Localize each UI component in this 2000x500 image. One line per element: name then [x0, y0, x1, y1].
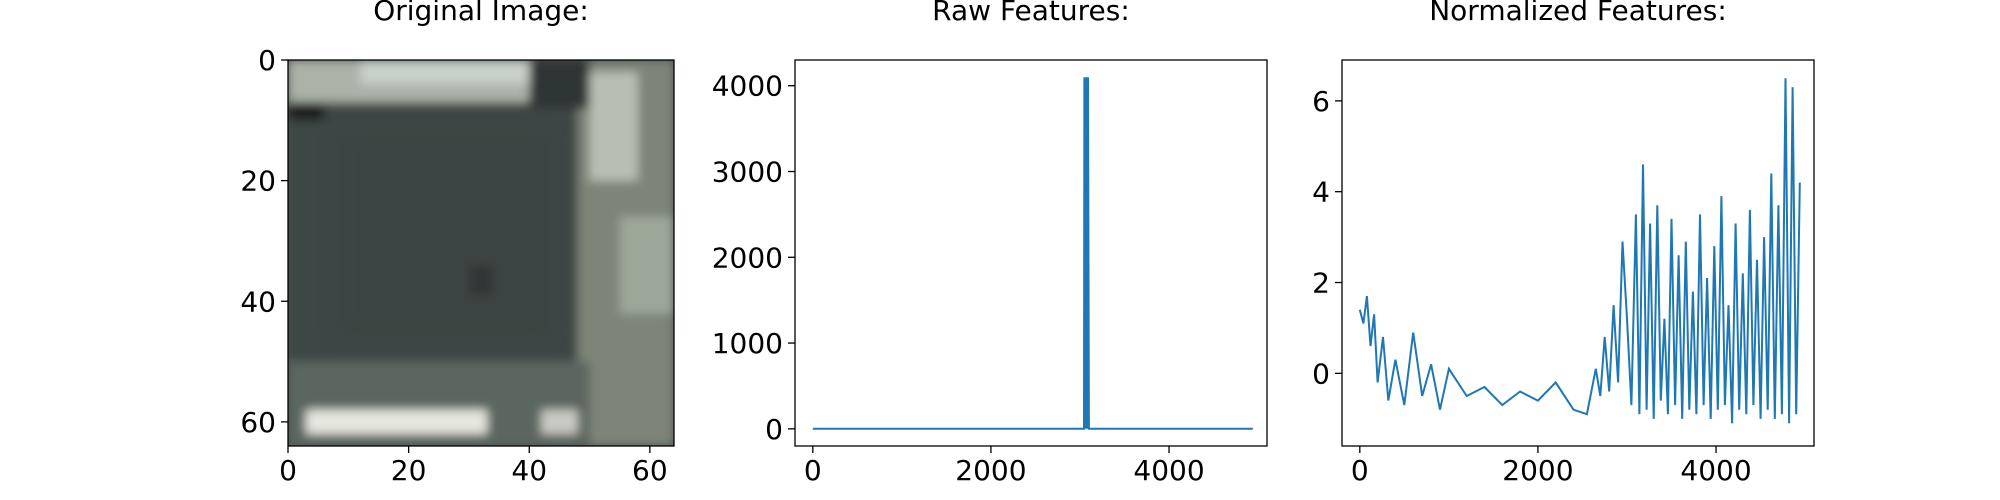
- y-tick-label: 6: [1312, 85, 1330, 118]
- y-tick-label: 0: [1312, 357, 1330, 390]
- panel-raw-features: Raw Features: 0 2000 4000 0 1000 2000 3000 4000: [712, 0, 1268, 487]
- x-tick-label: 0: [279, 454, 297, 487]
- title-normalized-features: Normalized Features:: [1429, 0, 1727, 27]
- y-tick-label: 0: [765, 413, 783, 446]
- y-tick-label: 4000: [712, 70, 783, 103]
- x-tick-label: 0: [1351, 454, 1369, 487]
- x-tick-label: 60: [632, 454, 668, 487]
- y-tick-label: 60: [240, 406, 276, 439]
- y-tick-label: 2: [1312, 267, 1330, 300]
- axes-frame-normalized-features: [1341, 59, 1815, 447]
- y-tick-label: 40: [240, 285, 276, 318]
- title-original-image: Original Image:: [373, 0, 589, 27]
- series-line: [812, 77, 1253, 430]
- y-tick-label: 4: [1312, 176, 1330, 209]
- panel-normalized-features: Normalized Features: 0 2000 4000 0 2 4 6: [1312, 0, 1815, 487]
- x-tick-label: 2000: [955, 454, 1026, 487]
- x-tick-label: 4000: [1133, 454, 1204, 487]
- y-tick-label: 3000: [712, 156, 783, 189]
- panel-original-image: Original Image:: [240, 0, 675, 487]
- axes-frame-raw-features: [794, 59, 1268, 447]
- x-tick-label: 40: [511, 454, 547, 487]
- x-tick-label: 4000: [1680, 454, 1751, 487]
- y-tick-label: 2000: [712, 241, 783, 274]
- axes-frame-original-image: [287, 59, 675, 447]
- y-tick-label: 0: [258, 44, 276, 77]
- original-image: [288, 60, 674, 446]
- series-line: [1358, 78, 1801, 424]
- x-tick-label: 2000: [1502, 454, 1573, 487]
- y-tick-label: 1000: [712, 327, 783, 360]
- title-raw-features: Raw Features:: [932, 0, 1130, 27]
- y-tick-label: 20: [240, 165, 276, 198]
- x-tick-label: 20: [391, 454, 427, 487]
- x-tick-label: 0: [804, 454, 822, 487]
